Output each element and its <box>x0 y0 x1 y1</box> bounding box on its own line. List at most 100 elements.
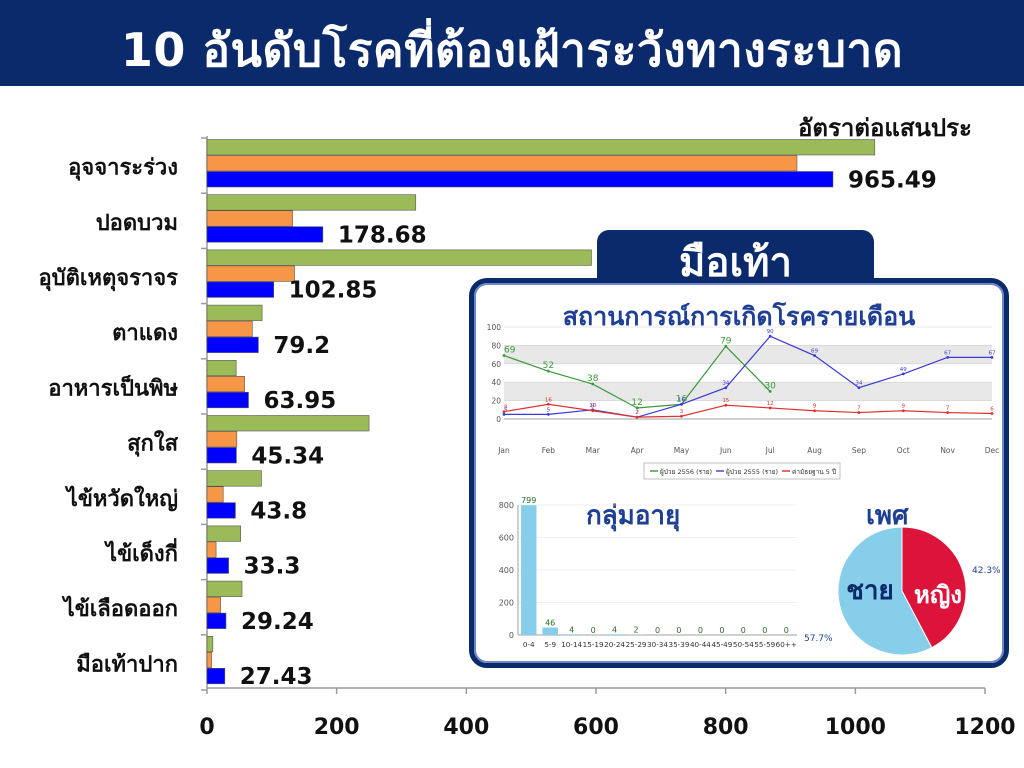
data-point <box>946 411 950 414</box>
y-tick-label: 200 <box>499 599 514 608</box>
bar <box>206 557 229 574</box>
data-label: 4 <box>612 625 617 634</box>
month-label: Feb <box>542 446 556 455</box>
bar <box>206 249 592 266</box>
sex-pie-chart: ชาย หญิง 42.3% 57.7% <box>804 526 1001 655</box>
x-tick-label: 800 <box>703 715 749 740</box>
slice-label-male: ชาย <box>846 576 893 606</box>
month-label: Dec <box>985 446 1000 455</box>
data-label: 799 <box>521 496 536 505</box>
data-point <box>768 390 772 393</box>
age-group-label: 50-54 <box>733 640 754 649</box>
page-title: 10 อันดับโรคที่ต้องเฝ้าระวังทางระบาด <box>120 23 904 77</box>
y-tick-label: 60 <box>491 360 501 369</box>
data-point <box>813 409 816 413</box>
x-tick-label: 400 <box>443 715 489 740</box>
bar <box>206 226 324 243</box>
point-label: 12 <box>631 398 642 408</box>
bar <box>206 320 253 337</box>
data-label: 0 <box>719 626 724 635</box>
slice-pct-female: 42.3% <box>972 566 1001 576</box>
data-point <box>946 355 950 359</box>
data-point <box>990 412 994 415</box>
month-label: Oct <box>897 446 910 455</box>
data-point <box>724 344 728 348</box>
monthly-line-chart: 100 80 60 40 20 0 Jan Feb Mar Apr May Jun Jul Aug Sep O… <box>487 323 1000 480</box>
category-label: มือเท้าปาก <box>76 652 178 677</box>
point-label: 16 <box>676 394 688 404</box>
bar <box>206 304 263 321</box>
bar <box>206 596 221 613</box>
point-label: 9 <box>591 404 595 410</box>
point-label: 8 <box>504 405 508 411</box>
y-tick-label: 100 <box>487 323 502 332</box>
data-label: 965.49 <box>848 167 937 193</box>
y-tick-label: 400 <box>499 566 514 575</box>
age-group-label: 0-4 <box>523 640 535 649</box>
y-tick-label: 40 <box>491 378 501 387</box>
data-point <box>990 355 994 359</box>
point-label: 7 <box>946 406 950 412</box>
month-label: Aug <box>807 446 822 455</box>
category-label: สุกใส <box>127 430 178 458</box>
bar <box>563 634 580 635</box>
data-label: 4 <box>569 625 574 634</box>
category-label: ไข้เด็งกี่ <box>104 537 178 567</box>
data-label: 45.34 <box>251 443 324 469</box>
point-label: 34 <box>855 381 862 387</box>
data-label: 0 <box>676 626 681 635</box>
category-label: อาหารเป็นพิษ <box>48 373 178 401</box>
bar <box>206 635 214 653</box>
data-point <box>857 386 861 390</box>
data-label: 63.95 <box>263 388 336 414</box>
data-point <box>857 411 861 414</box>
point-label: 49 <box>900 367 907 373</box>
bar <box>206 265 295 282</box>
data-point <box>546 369 550 373</box>
age-bar-chart: 80060040020007990-4465-9410-14015-19420-… <box>499 496 797 649</box>
monthly-chart-title: สถานการณ์การเกิดโรครายเดือน <box>562 302 916 331</box>
data-label: 0 <box>741 626 746 635</box>
data-point <box>768 334 772 338</box>
bar <box>206 375 245 393</box>
point-label: 15 <box>722 398 729 404</box>
point-label: 79 <box>720 336 732 346</box>
month-label: Mar <box>586 446 601 455</box>
x-tick-label: 1200 <box>954 715 1015 740</box>
point-label: 90 <box>767 329 774 335</box>
point-label: 10 <box>589 403 596 409</box>
month-label: Nov <box>940 446 955 455</box>
data-point <box>635 415 639 419</box>
y-tick-label: 0 <box>509 631 514 640</box>
month-label: Apr <box>631 446 645 455</box>
title-bar: 10 อันดับโรคที่ต้องเฝ้าระวังทางระบาด <box>0 0 1024 86</box>
x-tick-label: 600 <box>573 715 619 740</box>
slice-label-female: หญิง <box>914 581 962 609</box>
age-chart-title: กลุ่มอายุ <box>586 501 681 531</box>
data-point <box>502 410 506 414</box>
category-label: อุจจาระร่วง <box>68 156 178 182</box>
grid-band <box>504 345 992 364</box>
month-label: Jun <box>719 446 732 455</box>
age-group-label: 35-39 <box>669 640 690 649</box>
data-point <box>591 409 595 413</box>
bar <box>206 470 262 487</box>
bar <box>206 336 259 353</box>
x-tick-label: 1000 <box>825 715 886 740</box>
legend-box <box>643 462 841 480</box>
bar <box>206 155 798 172</box>
point-label: 52 <box>543 361 554 371</box>
data-label: 0 <box>655 626 660 635</box>
data-label: 27.43 <box>240 664 313 690</box>
data-label: 46 <box>545 619 555 628</box>
pie-slice <box>837 526 933 655</box>
x-tick-label: 0 <box>199 715 214 740</box>
y-tick-label: 800 <box>499 501 514 510</box>
age-group-label: 5-9 <box>544 640 556 649</box>
bar <box>206 447 237 464</box>
data-label: 178.68 <box>338 222 427 248</box>
category-label: ไข้เลือดออก <box>62 595 178 622</box>
data-point <box>546 413 550 416</box>
age-group-label: 55-59 <box>754 640 775 649</box>
bar <box>206 194 417 211</box>
